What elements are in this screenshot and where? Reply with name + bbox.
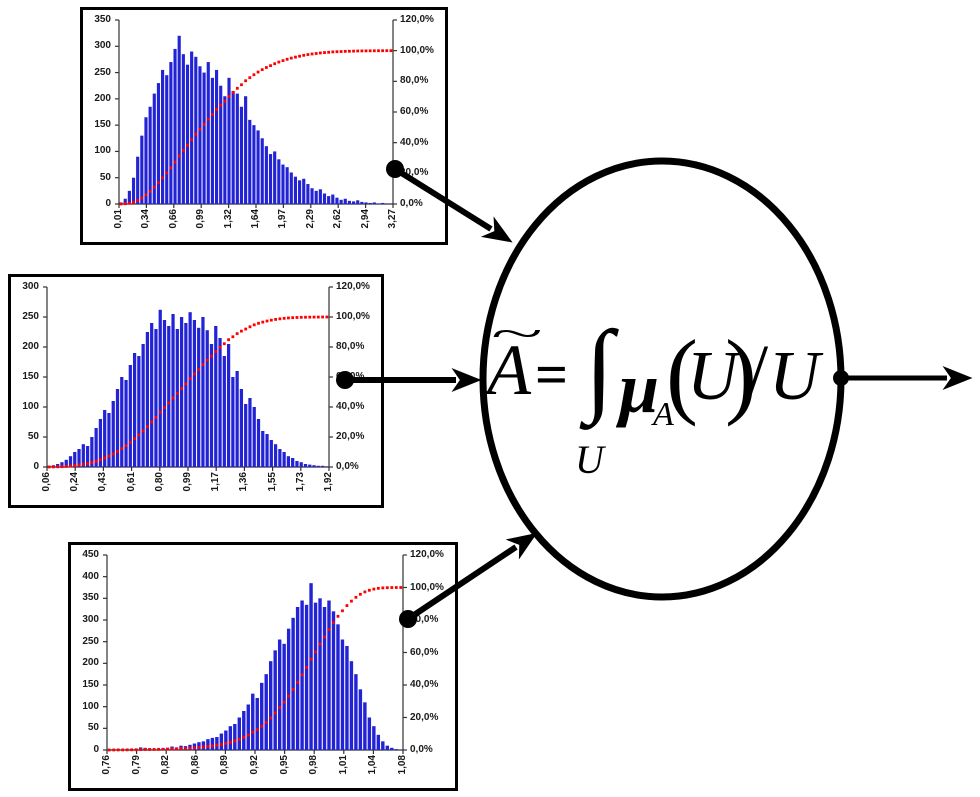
left-axis-tick-label: 0 (93, 744, 99, 755)
division-slash: / (747, 330, 769, 414)
right-axis-tick-label: 100,0% (336, 311, 370, 322)
right-axis-tick-label: 20,0% (410, 711, 439, 723)
integral-domain: U (575, 437, 604, 482)
fuzzy-average-formula: ~ A = ∫ U μ A ( U ) / U (483, 312, 853, 492)
left-axis-tick-label: 250 (82, 635, 99, 647)
left-axis-tick-label: 50 (99, 171, 111, 183)
right-axis-tick-label: 20,0% (336, 431, 365, 442)
right-axis-tick-label: 120,0% (336, 281, 370, 292)
left-axis-tick-label: 100 (94, 145, 111, 157)
left-axis-tick-label: 50 (87, 722, 99, 734)
right-axis-tick-label: 80,0% (400, 75, 429, 87)
right-axis-tick-label: 120,0% (400, 14, 434, 25)
chart-plot-area (103, 554, 407, 754)
equals-sign: = (535, 342, 569, 407)
left-axis-tick-label: 0 (105, 198, 111, 209)
right-axis-tick-label: 40,0% (410, 679, 439, 690)
left-axis-tick-label: 250 (22, 311, 39, 322)
right-axis-tick-label: 60,0% (410, 646, 439, 658)
right-axis-tick-label: 0,0% (410, 744, 433, 755)
left-axis-tick-label: 300 (82, 614, 99, 625)
left-axis-tick-label: 150 (94, 119, 111, 131)
chart-plot-area (43, 286, 333, 471)
formula-lhs: A (487, 330, 531, 410)
left-axis-tick-label: 150 (82, 679, 99, 690)
right-axis-tick-label: 60,0% (400, 106, 429, 117)
left-axis-tick-label: 200 (94, 92, 111, 104)
integral-sign: ∫ (585, 310, 614, 425)
right-axis-tick-label: 80,0% (336, 341, 365, 352)
left-axis-tick-label: 450 (82, 549, 99, 560)
right-axis-tick-label: 40,0% (336, 401, 365, 412)
histogram-chart-middle: 300 250 200 150 100 50 0 120,0% 100,0% 80,0% 60,0%… (8, 274, 384, 508)
chart-plot-area (115, 19, 397, 208)
left-axis-tick-label: 0 (33, 461, 39, 472)
formula-denominator: U (769, 338, 820, 415)
histogram-chart-top: 350 300 250 200 150 100 50 0 120,0% 100,0% 80,0% 60… (80, 7, 448, 245)
right-axis-tick-label: 0,0% (336, 461, 359, 472)
left-axis-tick-label: 400 (82, 570, 99, 582)
left-axis-tick-label: 100 (82, 700, 99, 712)
left-axis-tick-label: 200 (22, 341, 39, 352)
left-axis-tick-label: 200 (82, 657, 99, 669)
histogram-chart-bottom: 450 400 350 300 250 200 150 100 50 0 120,0% 100,0% 8… (68, 542, 458, 791)
left-axis-tick-label: 350 (82, 592, 99, 604)
left-axis-tick-label: 300 (94, 40, 111, 52)
left-axis-tick-label: 50 (27, 431, 39, 442)
left-axis-tick-label: 300 (22, 281, 39, 292)
left-axis-tick-label: 150 (22, 371, 39, 382)
right-axis-tick-label: 40,0% (400, 136, 429, 148)
left-axis-tick-label: 250 (94, 66, 111, 78)
right-axis-tick-label: 100,0% (400, 44, 434, 56)
left-axis-tick-label: 350 (94, 14, 111, 25)
left-axis-tick-label: 100 (22, 401, 39, 412)
